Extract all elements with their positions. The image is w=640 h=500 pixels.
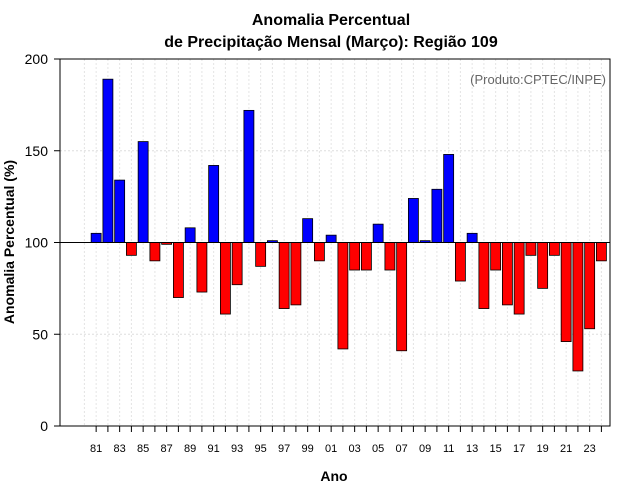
x-tick-label: 23: [584, 443, 596, 455]
bar-07: [396, 242, 408, 352]
bar-98: [290, 242, 302, 306]
x-tick-label: 09: [419, 443, 431, 455]
y-tick-label: 200: [25, 51, 49, 67]
x-axis-label: Ano: [320, 468, 347, 484]
x-tick-label: 13: [466, 443, 478, 455]
y-tick-label: 0: [40, 418, 48, 434]
x-tick-label: 19: [537, 443, 549, 455]
x-tick-label: 89: [184, 443, 196, 455]
bar-02: [337, 242, 349, 350]
x-tick-label: 99: [302, 443, 314, 455]
bar-86: [149, 242, 161, 262]
x-tick-label: 05: [372, 443, 384, 455]
bar-95: [255, 242, 267, 267]
y-axis: 0 50 100 150 200: [25, 51, 60, 434]
bar-10: [431, 188, 443, 243]
bar-99: [302, 218, 314, 243]
grid: [60, 58, 610, 427]
bar-97: [278, 242, 290, 309]
x-tick-label: 17: [513, 443, 525, 455]
bar-19: [537, 242, 549, 289]
bars: [90, 78, 607, 372]
bar-82: [102, 78, 114, 243]
bar-14: [478, 242, 490, 309]
bar-21: [560, 242, 572, 342]
y-tick-label: 100: [25, 235, 49, 251]
y-tick-label: 150: [25, 143, 49, 159]
bar-11: [443, 154, 455, 243]
bar-16: [501, 242, 513, 306]
credit-text: (Produto:CPTEC/INPE): [470, 72, 606, 87]
bar-23: [584, 242, 596, 330]
chart-title-line2: de Precipitação Mensal (Março): Região 1…: [164, 34, 498, 51]
bar-84: [126, 242, 137, 256]
x-tick-label: 87: [161, 443, 173, 455]
bar-08: [407, 198, 419, 243]
bar-18: [525, 242, 537, 256]
bar-22: [572, 242, 584, 372]
x-tick-label: 91: [208, 443, 220, 455]
x-tick-label: 81: [90, 443, 102, 455]
bar-04: [360, 242, 372, 271]
bar-17: [513, 242, 525, 315]
bar-90: [196, 242, 208, 293]
y-tick-label: 50: [32, 326, 48, 342]
x-tick-label: 95: [255, 443, 267, 455]
bar-13: [466, 232, 478, 243]
bar-92: [219, 242, 231, 315]
bar-91: [208, 165, 220, 243]
x-tick-label: 97: [278, 443, 290, 455]
bar-88: [172, 242, 184, 298]
bar-06: [384, 242, 396, 271]
x-tick-label: 01: [325, 443, 337, 455]
bar-81: [90, 232, 102, 243]
x-axis: 81 83 85 87 89 91 93 95 97 99 01 03 05 07 09 11 13 15 17 19…: [90, 426, 602, 455]
bar-00: [313, 242, 325, 262]
bar-24: [596, 242, 607, 262]
y-axis-label: Anomalia Percentual (%): [1, 160, 17, 324]
bar-12: [454, 242, 466, 282]
x-tick-label: 11: [443, 443, 454, 455]
bar-83: [114, 179, 126, 243]
bar-94: [243, 109, 255, 243]
bar-93: [231, 242, 243, 286]
bar-05: [372, 223, 384, 243]
chart-title-line1: Anomalia Percentual: [252, 12, 410, 29]
x-tick-label: 83: [114, 443, 126, 455]
bar-89: [184, 227, 196, 243]
bar-15: [490, 242, 502, 271]
bar-01: [325, 234, 337, 243]
x-tick-label: 15: [490, 443, 502, 455]
bar-85: [137, 141, 149, 243]
x-tick-label: 03: [349, 443, 361, 455]
x-tick-label: 85: [137, 443, 149, 455]
bar-03: [349, 242, 361, 271]
x-tick-label: 21: [560, 443, 572, 455]
x-tick-label: 93: [231, 443, 243, 455]
bar-20: [549, 242, 560, 256]
x-tick-label: 07: [396, 443, 408, 455]
